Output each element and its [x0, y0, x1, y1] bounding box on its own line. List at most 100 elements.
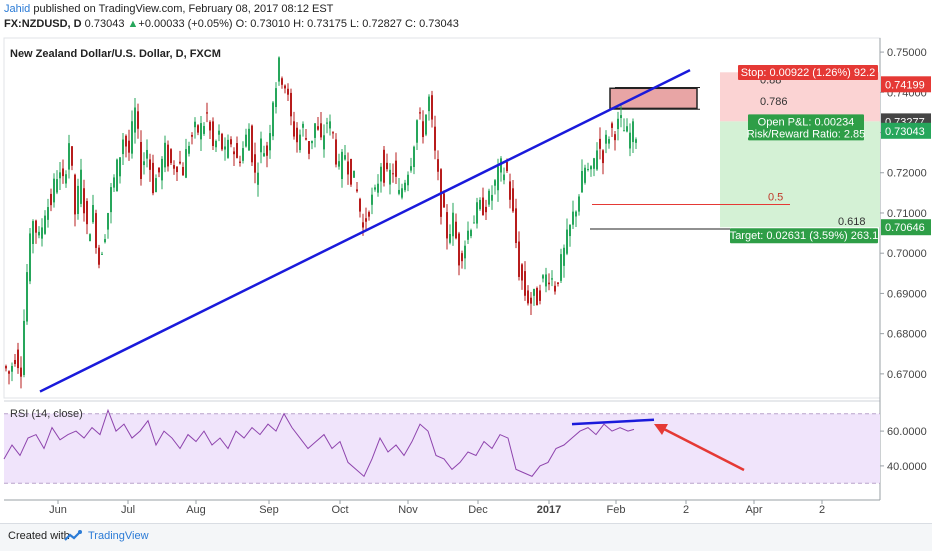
candle [26, 263, 28, 325]
candle [617, 111, 619, 141]
candle [320, 112, 322, 141]
candle-body [206, 112, 208, 114]
candle [461, 250, 463, 269]
candle-body [104, 239, 106, 243]
candle-body [305, 138, 307, 140]
candle [509, 173, 511, 209]
candle-body [458, 233, 460, 266]
candle [608, 136, 610, 149]
price-change: +0.00033 (+0.05%) [138, 18, 233, 30]
candle-body [218, 130, 220, 135]
candle-body [128, 140, 130, 153]
candle [527, 285, 529, 306]
candle [77, 178, 79, 220]
candle-body [446, 212, 448, 239]
candle-body [293, 121, 295, 137]
candle-body [626, 126, 628, 132]
candle [467, 221, 469, 245]
candle [68, 134, 70, 179]
candle-body [53, 178, 55, 203]
footer-brand-link[interactable]: TradingView [88, 530, 149, 542]
author-link[interactable]: Jahid [4, 3, 31, 15]
candle-body [173, 165, 175, 169]
candle-body [50, 193, 52, 206]
candle-body [578, 196, 580, 212]
candle-body [29, 233, 31, 282]
x-tick-label: Jun [49, 504, 67, 516]
candle [575, 210, 577, 228]
candle-body [416, 120, 418, 143]
candle [311, 140, 313, 150]
candle-body [323, 135, 325, 150]
candle-body [209, 121, 211, 131]
candle-body [608, 139, 610, 144]
candle-body [80, 169, 82, 204]
candle-body [20, 367, 22, 377]
candle [47, 198, 49, 228]
candle [188, 141, 190, 157]
candle [110, 183, 112, 224]
candle [452, 202, 454, 246]
candle [269, 124, 271, 159]
candle [293, 111, 295, 140]
candle-body [371, 194, 373, 205]
candle-body [383, 149, 385, 183]
candle [83, 179, 85, 222]
chart-area[interactable]: New Zealand Dollar/U.S. Dollar, D, FXCM 0… [0, 0, 932, 523]
candle-body [113, 177, 115, 188]
candle [221, 132, 223, 152]
candle [71, 146, 73, 171]
candle [380, 162, 382, 193]
candle [251, 124, 253, 166]
candle-body [59, 172, 61, 179]
candle [80, 158, 82, 208]
candle-body [554, 285, 556, 292]
candle [146, 139, 148, 168]
candle-body [215, 140, 217, 148]
candle-body [107, 213, 109, 230]
candle-body [272, 102, 274, 137]
candle-body [155, 178, 157, 193]
candle [266, 141, 268, 168]
annotation-arrow-shaft [659, 425, 745, 472]
candle-body [242, 148, 244, 161]
candle [404, 179, 406, 193]
candle [236, 136, 238, 159]
candle-body [116, 159, 118, 191]
candle [479, 197, 481, 211]
candle [590, 165, 592, 177]
candle-body [404, 182, 406, 191]
candle [305, 128, 307, 141]
candle-body [269, 133, 271, 151]
x-tick-label: Apr [745, 504, 762, 516]
candle [335, 133, 337, 168]
candle [332, 131, 334, 139]
candle-body [620, 115, 622, 119]
candle [50, 188, 52, 212]
candle-body [146, 149, 148, 159]
candle [329, 114, 331, 136]
candle-body [257, 172, 259, 185]
candle [200, 115, 202, 151]
candle [281, 76, 283, 89]
candle [197, 124, 199, 136]
candle-body [584, 167, 586, 183]
candle-body [536, 287, 538, 306]
candle-body [281, 78, 283, 85]
candle [65, 170, 67, 188]
candle [548, 273, 550, 291]
candle [422, 110, 424, 144]
candle [290, 88, 292, 126]
x-tick-label: Oct [331, 504, 348, 516]
candle-body [95, 213, 97, 248]
candle-body [245, 134, 247, 147]
candle-body [527, 290, 529, 304]
candle-body [623, 130, 625, 132]
candle [554, 281, 556, 295]
candle [191, 132, 193, 145]
candle [563, 244, 565, 278]
candle-body [407, 174, 409, 186]
candle-body [194, 121, 196, 128]
footer: Created with TradingView [0, 523, 932, 551]
candle [149, 153, 151, 182]
